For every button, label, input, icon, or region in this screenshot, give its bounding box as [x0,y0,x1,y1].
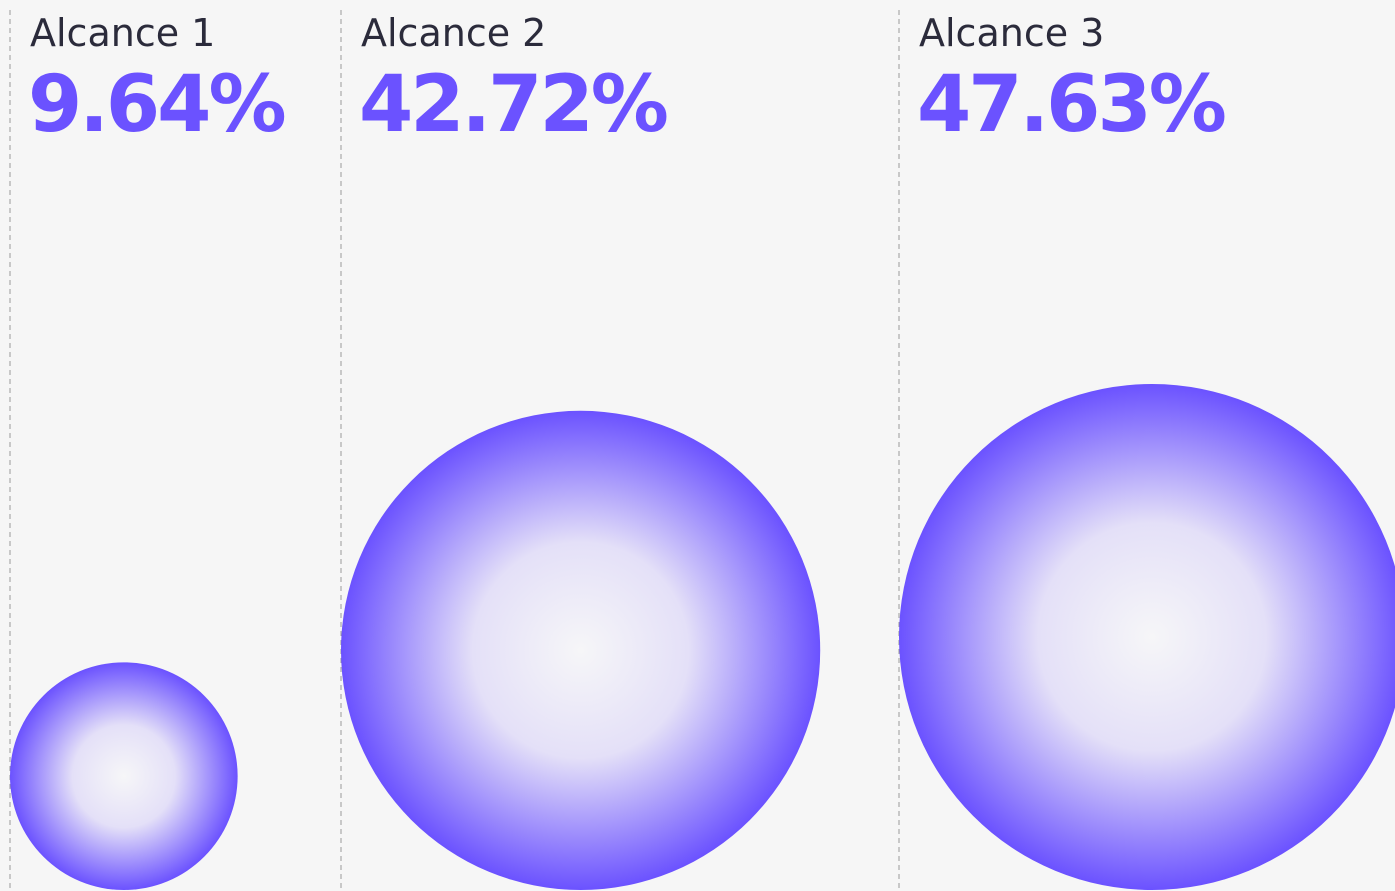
value-label: 42.72% [359,60,667,150]
category-label: Alcance 2 [361,11,546,55]
bubble [899,384,1395,890]
value-label: 9.64% [28,60,284,150]
bubble [341,410,821,890]
category-label: Alcance 1 [30,11,215,55]
bubble [10,662,238,890]
value-label: 47.63% [917,60,1225,150]
category-label: Alcance 3 [919,11,1104,55]
